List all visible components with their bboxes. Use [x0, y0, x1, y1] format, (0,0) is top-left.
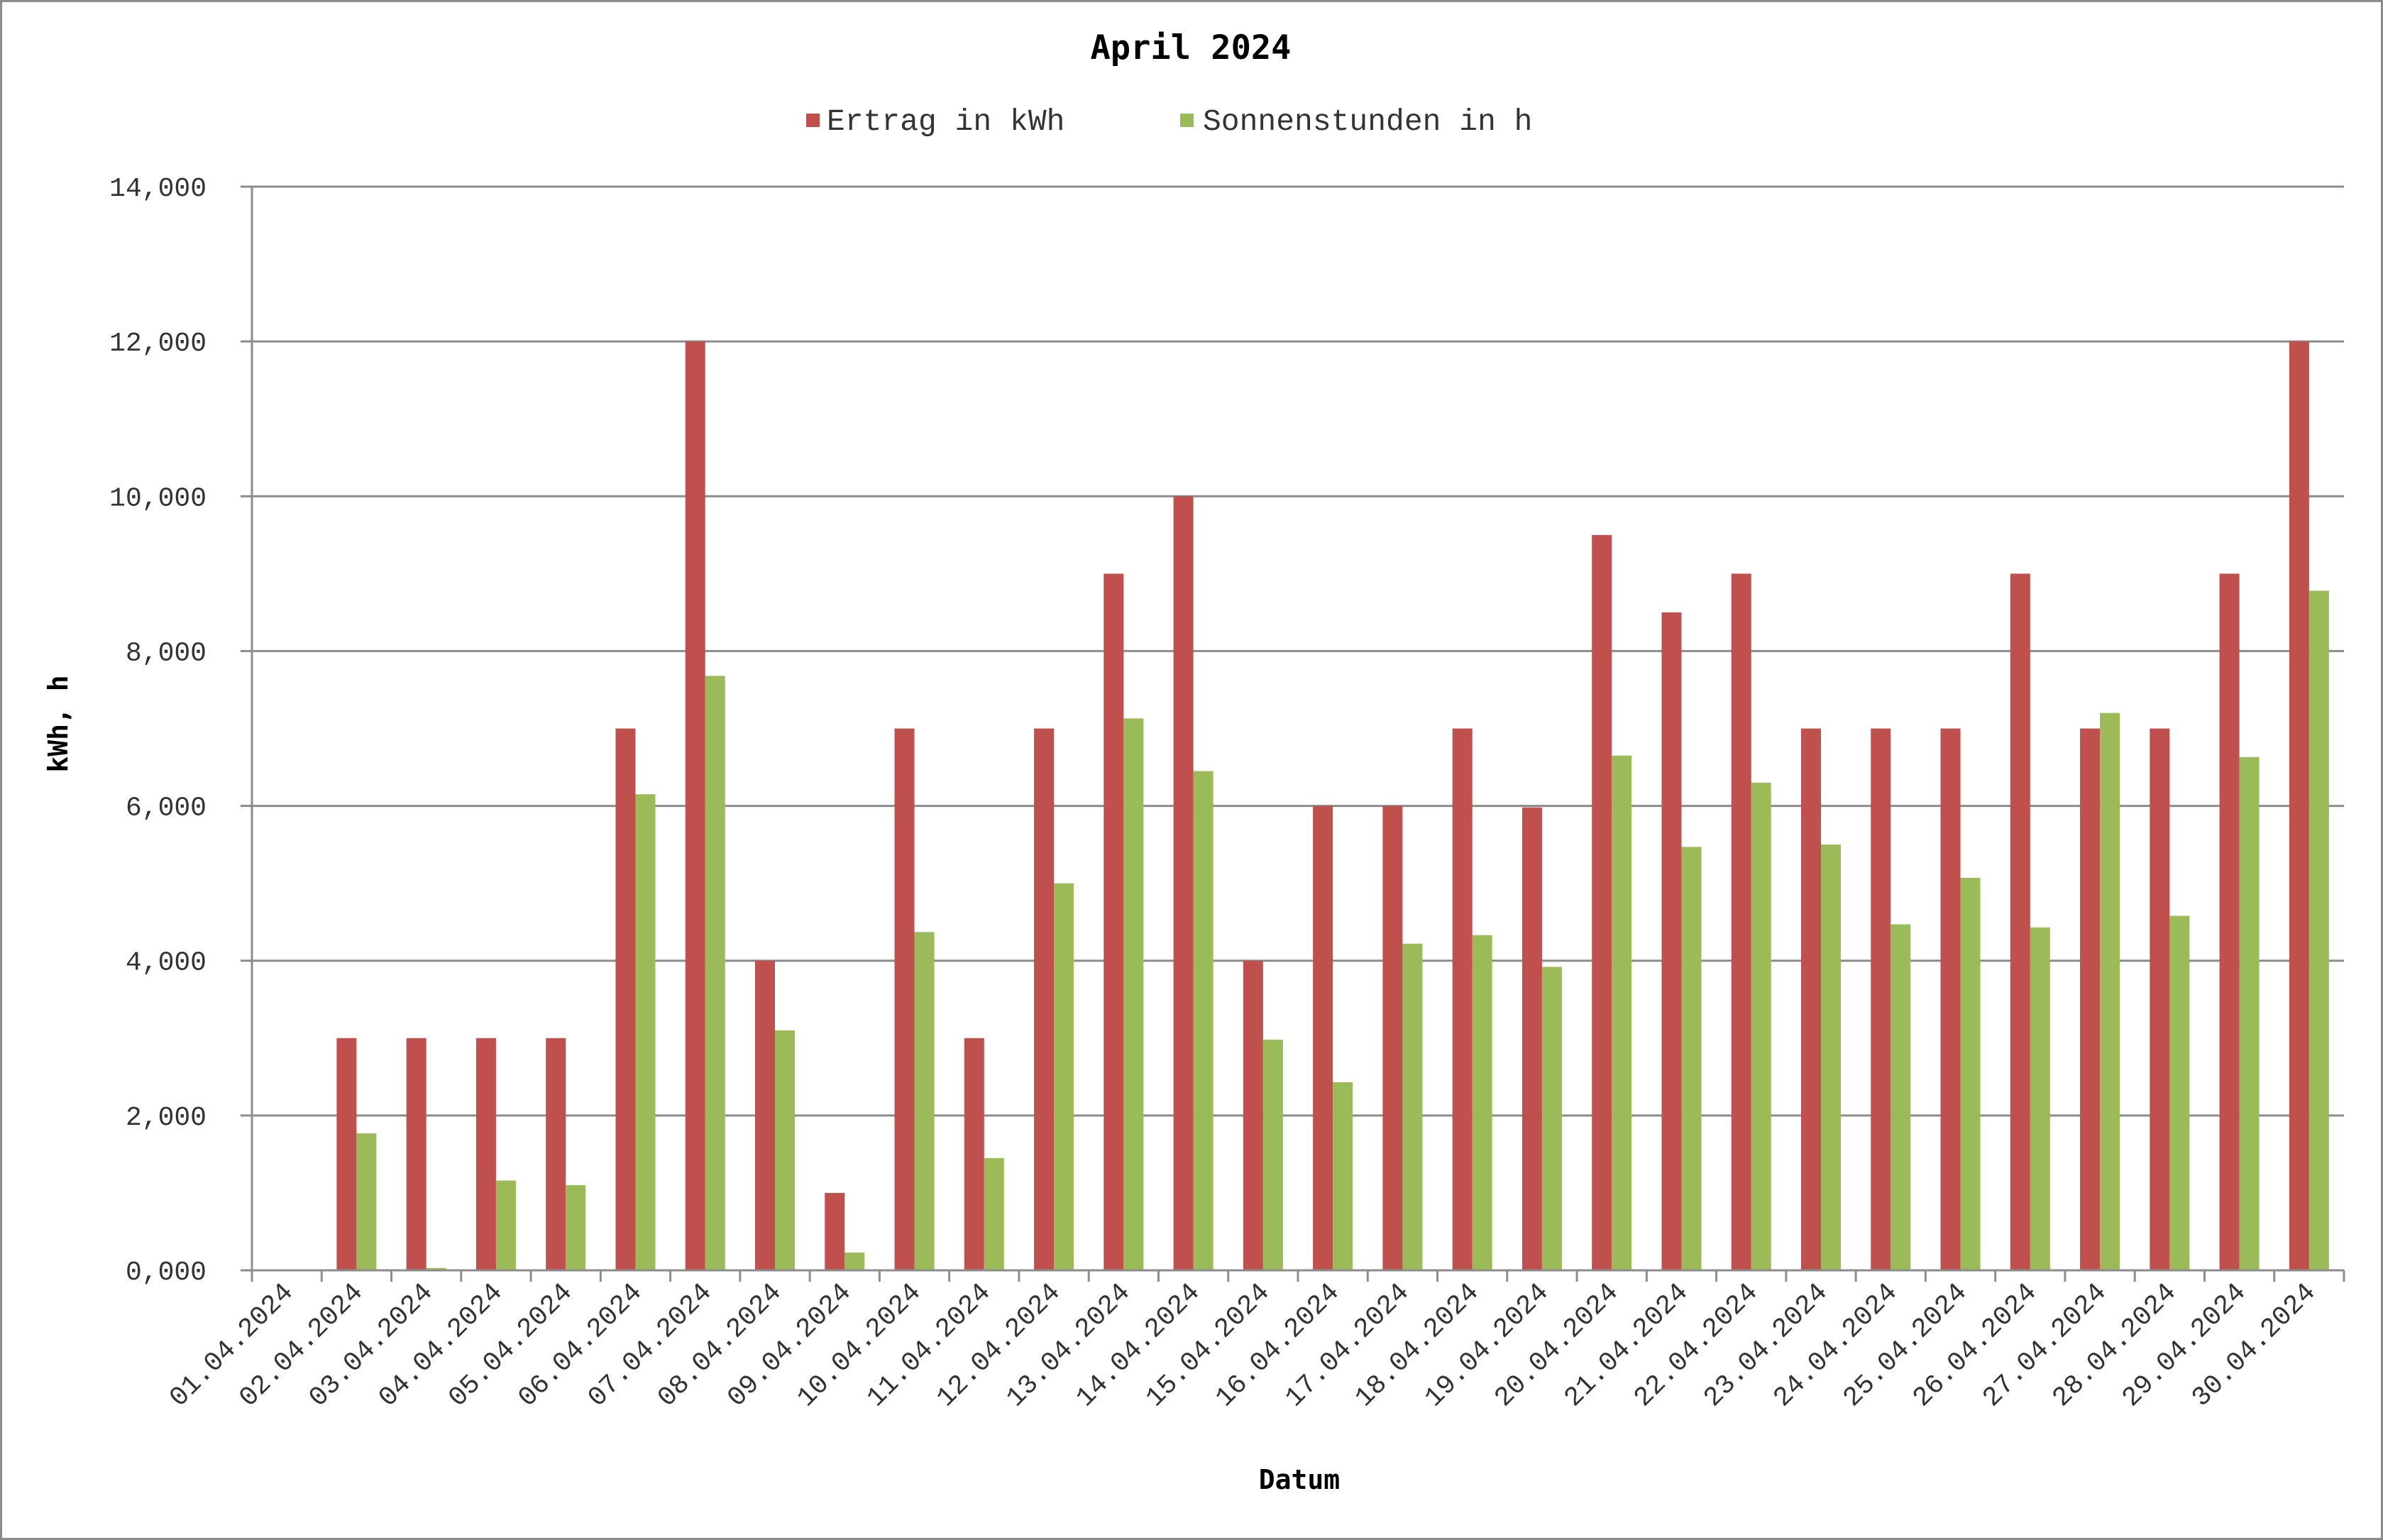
bar-sonnenstunden — [635, 794, 656, 1270]
bar-sonnenstunden — [356, 1133, 377, 1270]
bar-ertrag — [1313, 805, 1333, 1270]
y-tick-label: 6,000 — [126, 793, 207, 824]
y-tick-label: 14,000 — [109, 174, 207, 204]
bar-ertrag — [1104, 573, 1124, 1270]
y-axis-ticks: 0,000 2,000 4,000 6,000 8,000 10,000 12,000 14,… — [109, 174, 207, 1288]
x-axis-title: Datum — [1259, 1464, 1340, 1495]
bar-sonnenstunden — [2030, 927, 2050, 1270]
bar-sonnenstunden — [566, 1185, 586, 1270]
bar-sonnenstunden — [495, 1180, 516, 1270]
bar-sonnenstunden — [1612, 755, 1632, 1270]
bar-ertrag — [755, 960, 775, 1270]
bars — [336, 341, 2329, 1271]
x-axis-ticks: 01.04.202402.04.202403.04.202404.04.2024… — [164, 1277, 2322, 1414]
bar-sonnenstunden — [705, 676, 725, 1270]
bar-ertrag — [1871, 728, 1891, 1270]
bar-sonnenstunden — [1402, 943, 1423, 1270]
bar-ertrag — [2219, 573, 2240, 1270]
bar-sonnenstunden — [1541, 967, 1562, 1270]
y-tick-label: 2,000 — [126, 1103, 207, 1133]
bar-sonnenstunden — [2169, 915, 2190, 1270]
bar-ertrag — [825, 1192, 845, 1270]
legend-label-ertrag: Ertrag in kWh — [827, 104, 1064, 139]
bar-ertrag — [2080, 728, 2101, 1270]
y-axis-title: kWh, h — [43, 675, 74, 772]
y-tick-label: 4,000 — [126, 948, 207, 979]
bar-sonnenstunden — [984, 1157, 1004, 1270]
bar-sonnenstunden — [1193, 771, 1213, 1270]
bar-ertrag — [615, 728, 636, 1270]
bar-ertrag — [2289, 341, 2309, 1271]
gridlines — [241, 185, 2344, 1272]
bar-sonnenstunden — [775, 1030, 795, 1270]
bar-sonnenstunden — [1262, 1039, 1283, 1270]
bar-ertrag — [964, 1038, 984, 1270]
bar-sonnenstunden — [1333, 1082, 1353, 1270]
bar-ertrag — [1661, 612, 1682, 1270]
bar-ertrag — [1382, 805, 1403, 1270]
y-tick-label: 0,000 — [126, 1258, 207, 1288]
legend: Ertrag in kWh Sonnenstunden in h — [806, 104, 1532, 139]
axes — [251, 187, 2345, 1282]
y-tick-label: 8,000 — [126, 638, 207, 669]
y-tick-label: 12,000 — [109, 329, 207, 359]
bar-sonnenstunden — [1960, 878, 1981, 1270]
bar-ertrag — [546, 1038, 566, 1270]
chart-title: April 2024 — [1091, 28, 1292, 67]
bar-sonnenstunden — [1472, 935, 1492, 1270]
bar-sonnenstunden — [1123, 718, 1144, 1270]
bar-sonnenstunden — [1891, 924, 1911, 1270]
bar-sonnenstunden — [1681, 847, 1702, 1270]
bar-ertrag — [894, 728, 915, 1270]
bar-sonnenstunden — [844, 1252, 865, 1270]
y-tick-label: 10,000 — [109, 483, 207, 514]
bar-sonnenstunden — [2308, 590, 2329, 1270]
legend-label-sonnenstunden: Sonnenstunden in h — [1203, 104, 1532, 139]
legend-swatch-ertrag — [806, 114, 820, 127]
bar-ertrag — [1731, 573, 1751, 1270]
bar-ertrag — [406, 1038, 426, 1270]
bar-sonnenstunden — [2100, 713, 2120, 1270]
bar-sonnenstunden — [1054, 883, 1074, 1270]
bar-sonnenstunden — [914, 932, 935, 1270]
bar-sonnenstunden — [2239, 757, 2260, 1270]
bar-ertrag — [1243, 960, 1263, 1270]
bar-sonnenstunden — [1751, 782, 1771, 1270]
legend-swatch-sonnenstunden — [1180, 114, 1194, 127]
bar-ertrag — [2010, 573, 2030, 1270]
x-tick-label: 30.04.2024 — [2186, 1277, 2323, 1414]
bar-ertrag — [2150, 728, 2170, 1270]
bar-ertrag — [1521, 807, 1542, 1270]
bar-ertrag — [1592, 534, 1612, 1270]
bar-ertrag — [685, 341, 705, 1271]
bar-sonnenstunden — [426, 1267, 446, 1270]
bar-ertrag — [475, 1038, 496, 1270]
bar-ertrag — [1173, 496, 1194, 1271]
bar-ertrag — [1801, 728, 1821, 1270]
bar-ertrag — [1940, 728, 1961, 1270]
bar-ertrag — [336, 1038, 357, 1270]
bar-ertrag — [1452, 728, 1473, 1270]
bar-ertrag — [1034, 728, 1055, 1270]
bar-sonnenstunden — [1821, 845, 1841, 1270]
